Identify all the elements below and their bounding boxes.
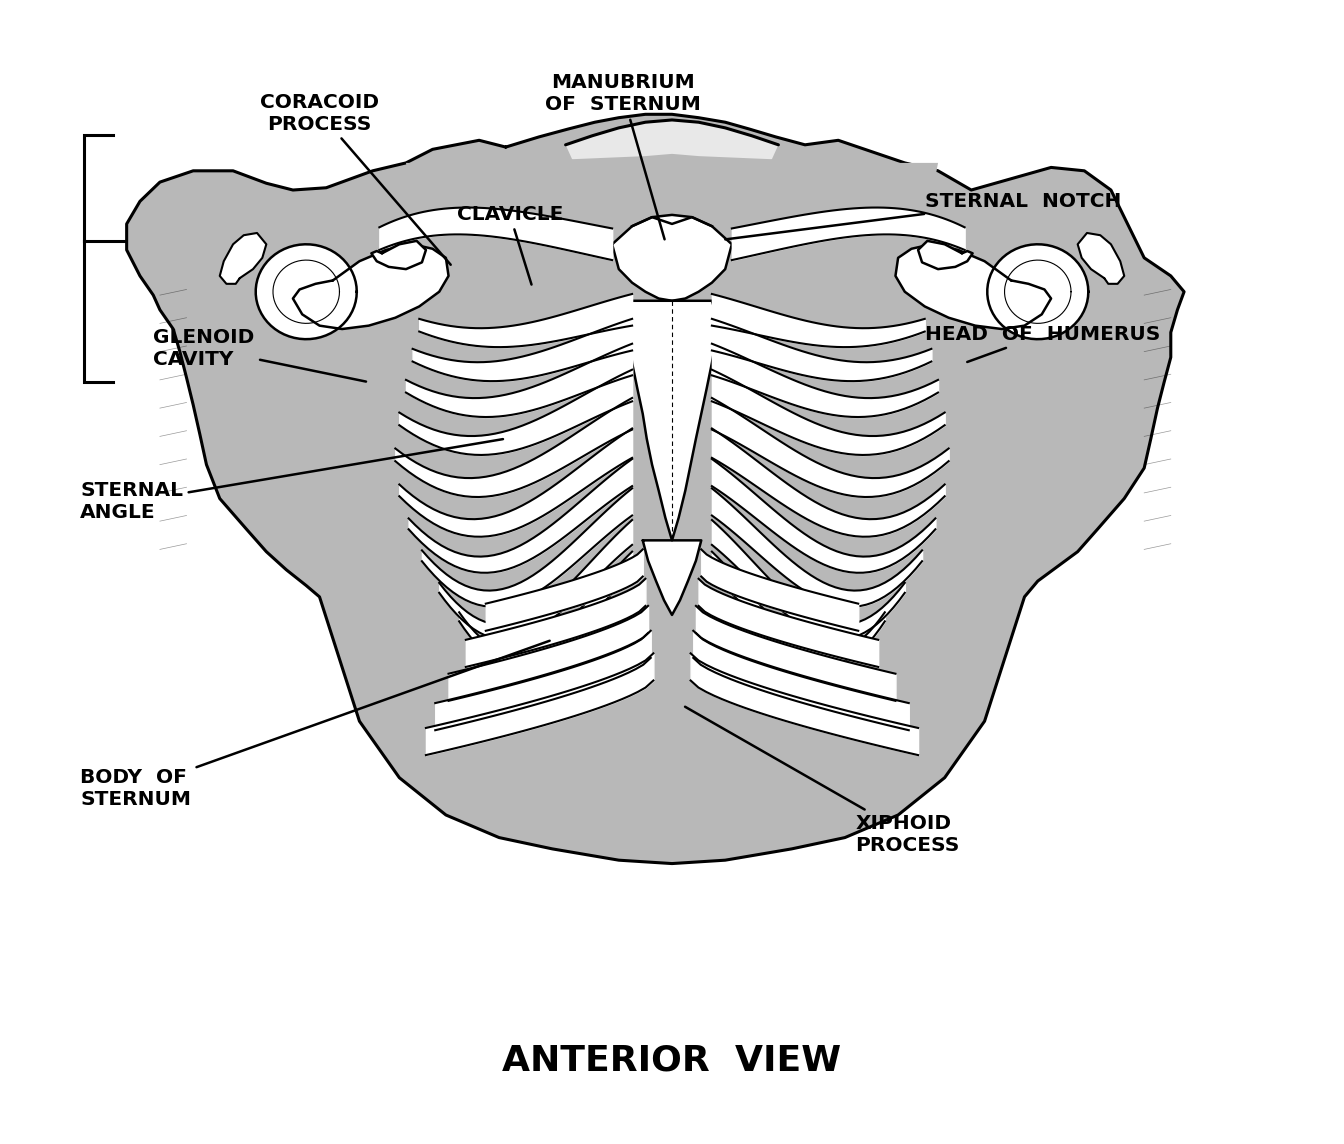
Text: STERNAL  NOTCH: STERNAL NOTCH xyxy=(726,192,1121,239)
Text: GLENOID
CAVITY: GLENOID CAVITY xyxy=(153,327,366,382)
Polygon shape xyxy=(612,215,732,301)
Text: STERNAL
ANGLE: STERNAL ANGLE xyxy=(81,439,503,523)
Polygon shape xyxy=(126,114,1184,864)
Polygon shape xyxy=(642,540,702,615)
Text: MANUBRIUM
OF  STERNUM: MANUBRIUM OF STERNUM xyxy=(544,73,700,239)
Polygon shape xyxy=(371,241,426,269)
Text: ANTERIOR  VIEW: ANTERIOR VIEW xyxy=(503,1043,841,1078)
Polygon shape xyxy=(1078,233,1124,284)
Polygon shape xyxy=(918,241,973,269)
Text: CORACOID
PROCESS: CORACOID PROCESS xyxy=(259,93,450,264)
Polygon shape xyxy=(255,245,356,339)
Text: CLAVICLE: CLAVICLE xyxy=(457,205,563,285)
Text: HEAD  OF  HUMERUS: HEAD OF HUMERUS xyxy=(925,325,1160,362)
Polygon shape xyxy=(988,245,1089,339)
Text: BODY  OF
STERNUM: BODY OF STERNUM xyxy=(81,641,550,810)
Text: XIPHOID
PROCESS: XIPHOID PROCESS xyxy=(685,707,960,855)
Polygon shape xyxy=(220,233,266,284)
Polygon shape xyxy=(895,245,1051,329)
Polygon shape xyxy=(566,120,778,181)
Polygon shape xyxy=(406,153,938,260)
Polygon shape xyxy=(293,245,449,329)
Polygon shape xyxy=(626,301,718,540)
